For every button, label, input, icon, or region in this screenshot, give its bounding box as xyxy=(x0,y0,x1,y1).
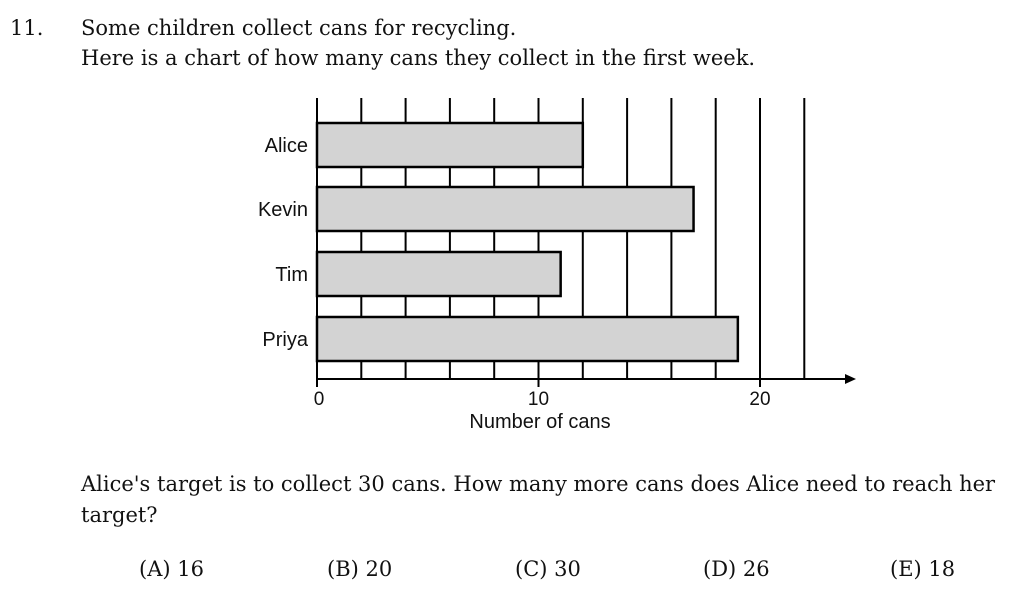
bar-priya xyxy=(315,315,740,363)
x-axis-arrow xyxy=(845,374,856,384)
bar-alice xyxy=(315,121,585,169)
question-intro-line2: Here is a chart of how many cans they co… xyxy=(81,46,756,70)
x-axis-label: Number of cans xyxy=(469,411,610,433)
question-text: Alice's target is to collect 30 cans. Ho… xyxy=(81,472,996,527)
category-label: Alice xyxy=(265,135,308,157)
question-number: 11. xyxy=(10,16,44,40)
option-d[interactable]: (D) 26 xyxy=(703,557,770,581)
x-tick-label: 0 xyxy=(314,389,325,410)
option-c[interactable]: (C) 30 xyxy=(515,557,581,581)
option-b[interactable]: (B) 20 xyxy=(327,557,393,581)
category-label: Kevin xyxy=(258,199,308,221)
category-label: Tim xyxy=(275,264,308,286)
bar-kevin xyxy=(315,185,695,233)
option-a[interactable]: (A) 16 xyxy=(139,557,204,581)
bar-tim xyxy=(315,250,562,298)
question-intro-line1: Some children collect cans for recycling… xyxy=(81,16,517,40)
option-e[interactable]: (E) 18 xyxy=(890,557,956,581)
x-tick-label: 10 xyxy=(528,389,549,410)
category-label: Priya xyxy=(262,329,308,351)
x-tick-label: 20 xyxy=(749,389,770,410)
